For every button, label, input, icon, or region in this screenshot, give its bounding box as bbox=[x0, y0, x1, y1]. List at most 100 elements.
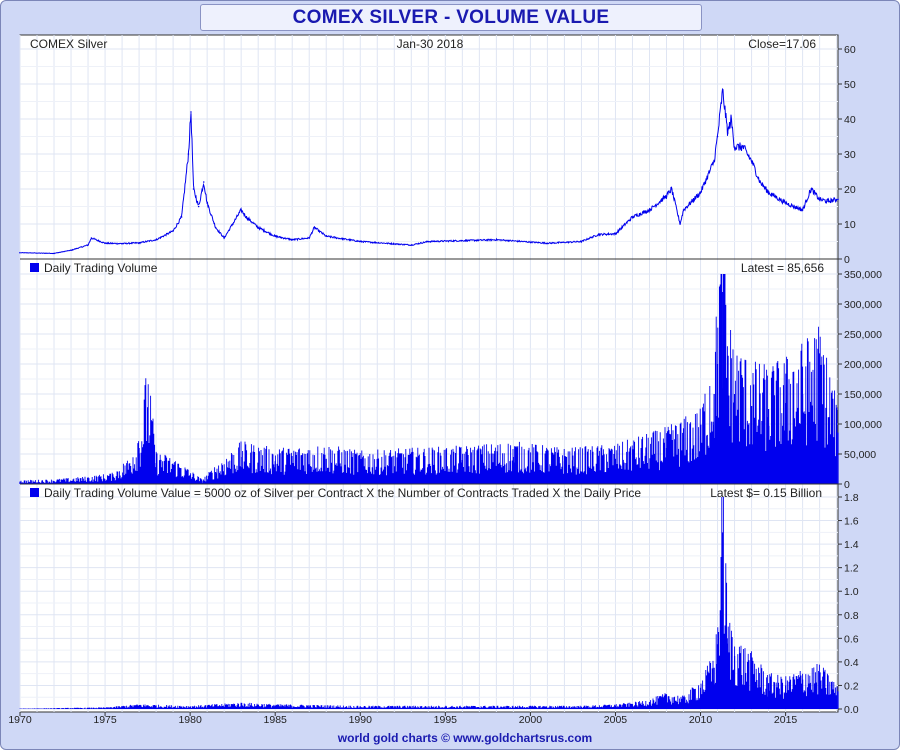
chart-title: COMEX SILVER - VOLUME VALUE bbox=[292, 6, 610, 28]
y-tick-label: 0.8 bbox=[844, 610, 859, 622]
y-tick-label: 1.0 bbox=[844, 586, 859, 598]
x-tick-label: 1995 bbox=[434, 714, 458, 726]
x-tick-label: 1985 bbox=[264, 714, 288, 726]
price-data-point bbox=[214, 226, 217, 229]
price-data-point bbox=[631, 216, 634, 218]
y-tick-label: 100,000 bbox=[844, 419, 882, 431]
price-data-point bbox=[410, 244, 413, 246]
price-data-point bbox=[427, 240, 430, 243]
price-data-point bbox=[721, 90, 724, 92]
x-tick-label: 2010 bbox=[689, 714, 713, 726]
price-data-point bbox=[837, 198, 839, 201]
price-data-point bbox=[810, 188, 812, 190]
price-data-point bbox=[104, 242, 106, 245]
price-data-point bbox=[257, 226, 259, 229]
price-data-point bbox=[223, 237, 225, 239]
price-data-point bbox=[245, 216, 248, 218]
price-data-point bbox=[614, 233, 617, 235]
volume-latest-label: Latest = 85,656 bbox=[741, 261, 824, 275]
price-series-line bbox=[20, 88, 838, 255]
price-data-point bbox=[730, 118, 732, 120]
y-tick-label: 30 bbox=[844, 149, 856, 161]
price-data-point bbox=[801, 209, 804, 211]
grid-layer bbox=[19, 35, 838, 712]
price-data-point bbox=[70, 249, 72, 252]
price-data-point bbox=[90, 237, 93, 239]
y-tick-label: 1.4 bbox=[844, 539, 859, 551]
y-tick-label: 50 bbox=[844, 79, 856, 91]
x-tick-label: 1980 bbox=[178, 714, 202, 726]
x-tick-label: 2005 bbox=[604, 714, 628, 726]
price-data-point bbox=[750, 160, 753, 162]
y-tick-label: 250,000 bbox=[844, 329, 882, 341]
y-tick-label: 0.4 bbox=[844, 657, 859, 669]
price-data-point bbox=[190, 111, 192, 113]
y-tick-label: 0.0 bbox=[844, 704, 859, 716]
price-data-point bbox=[19, 251, 21, 254]
price-data-point bbox=[192, 188, 195, 190]
y-tick-label: 1.2 bbox=[844, 563, 859, 575]
price-data-point bbox=[682, 209, 685, 211]
price-data-point bbox=[716, 135, 719, 138]
price-data-point bbox=[759, 181, 761, 183]
price-data-point bbox=[679, 223, 681, 225]
y-tick-label: 20 bbox=[844, 184, 856, 196]
y-tick-label: 0.6 bbox=[844, 633, 859, 645]
x-tick-label: 2015 bbox=[774, 714, 798, 726]
y-tick-label: 1.6 bbox=[844, 516, 859, 528]
y-tick-label: 0.2 bbox=[844, 680, 859, 692]
y-tick-label: 40 bbox=[844, 114, 856, 126]
price-data-point bbox=[206, 202, 208, 204]
y-tick-label: 150,000 bbox=[844, 389, 882, 401]
price-data-point bbox=[187, 153, 190, 155]
x-tick-label: 1975 bbox=[93, 714, 117, 726]
price-data-point bbox=[597, 233, 600, 236]
price-data-point bbox=[313, 226, 316, 229]
price-data-point bbox=[713, 160, 715, 162]
title-bar: COMEX SILVER - VOLUME VALUE bbox=[200, 4, 702, 31]
y-tick-label: 10 bbox=[844, 219, 856, 231]
volume-panel-label: Daily Trading Volume bbox=[44, 261, 158, 275]
price-data-point bbox=[835, 198, 838, 201]
price-data-point bbox=[138, 242, 140, 244]
price-data-point bbox=[733, 146, 736, 148]
price-data-point bbox=[827, 200, 829, 203]
y-tick-label: 60 bbox=[844, 44, 856, 56]
price-data-point bbox=[665, 195, 668, 197]
price-data-point bbox=[121, 242, 123, 245]
price-data-point bbox=[308, 237, 311, 239]
y-tick-label: 200,000 bbox=[844, 359, 882, 371]
price-data-point bbox=[231, 223, 234, 225]
price-data-point bbox=[180, 216, 183, 218]
price-data-point bbox=[546, 242, 549, 245]
value-legend-swatch bbox=[30, 488, 39, 497]
price-data-point bbox=[818, 198, 821, 201]
volume-legend-swatch bbox=[30, 263, 39, 272]
price-data-point bbox=[274, 235, 276, 238]
volume-value-series-bars bbox=[20, 497, 838, 709]
price-data-point bbox=[53, 252, 55, 255]
y-tick-label: 300,000 bbox=[844, 299, 882, 311]
price-close-label: Close=17.06 bbox=[748, 37, 816, 51]
price-data-point bbox=[240, 209, 242, 211]
price-data-point bbox=[648, 209, 651, 211]
price-data-point bbox=[291, 238, 294, 241]
price-data-point bbox=[670, 188, 673, 190]
price-data-point bbox=[784, 202, 787, 204]
x-tick-label: 1990 bbox=[349, 714, 373, 726]
axis-layer: 0 10 20 30 40 50 60 0 50,000 100,000 150,000 200,00… bbox=[8, 44, 882, 726]
value-panel-label: Daily Trading Volume Value = 5000 oz of … bbox=[44, 486, 641, 500]
y-tick-label: 0 bbox=[844, 254, 850, 266]
price-data-point bbox=[767, 191, 770, 194]
price-date-label: Jan-30 2018 bbox=[397, 37, 464, 51]
price-data-point bbox=[359, 240, 362, 243]
y-tick-label: 0 bbox=[844, 479, 850, 491]
price-data-point bbox=[202, 181, 205, 183]
y-tick-label: 350,000 bbox=[844, 269, 882, 281]
price-data-point bbox=[87, 244, 89, 246]
x-tick-label: 2000 bbox=[519, 714, 543, 726]
price-data-point bbox=[726, 132, 729, 134]
price-data-point bbox=[699, 191, 702, 194]
x-tick-label: 1970 bbox=[8, 714, 32, 726]
footer-credit: world gold charts © www.goldchartsrus.co… bbox=[337, 731, 593, 745]
